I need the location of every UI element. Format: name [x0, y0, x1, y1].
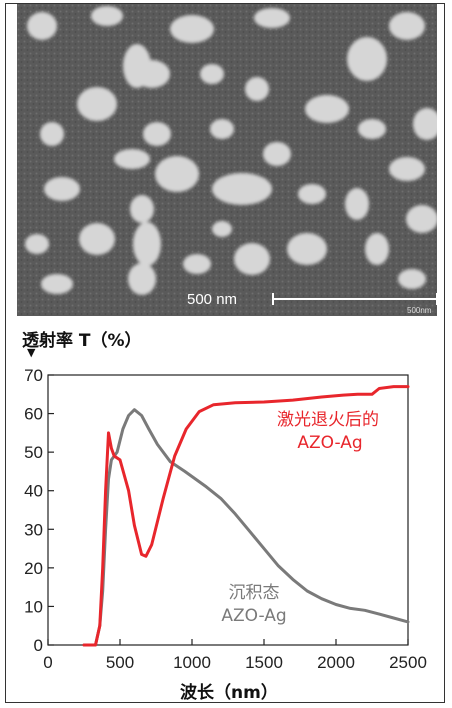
- scale-bar-label: 500 nm: [187, 291, 238, 308]
- series-label-annealed-line1: 激光退火后的: [277, 410, 379, 430]
- series-label-annealed-line2: AZO-Ag: [297, 433, 362, 453]
- series-line-as-deposited: [82, 408, 410, 647]
- sem-particles: [17, 4, 437, 316]
- chart-series-labels: 激光退火后的 AZO-Ag 沉积态 AZO-Ag: [221, 410, 379, 626]
- x-tick-label: 1000: [173, 653, 211, 672]
- y-axis-arrow-icon: ▼: [27, 346, 36, 359]
- x-tick-label: 0: [43, 653, 52, 672]
- y-tick-label: 60: [24, 405, 43, 424]
- chart-axes: 0 10 20 30 40 50 60 70 0 500 1000 1500 2000 2500: [24, 366, 427, 672]
- x-tick-label: 1500: [245, 653, 283, 672]
- chart-series: [82, 385, 410, 647]
- x-axis-title: 波长（nm）: [180, 683, 278, 703]
- y-tick-label: 50: [24, 443, 43, 462]
- sem-micrograph: 500 nm 500nm: [17, 4, 437, 316]
- instrument-mark: 500nm: [407, 306, 432, 315]
- plot-frame: [47, 374, 409, 646]
- y-tick-label: 70: [24, 366, 43, 385]
- x-tick-label: 2000: [317, 653, 355, 672]
- series-label-as-deposited-line2: AZO-Ag: [221, 606, 286, 626]
- x-tick-label: 500: [106, 653, 134, 672]
- y-tick-label: 20: [24, 559, 43, 578]
- x-tick-label: 2500: [389, 653, 427, 672]
- series-line-annealed: [82, 385, 410, 647]
- series-label-as-deposited-line1: 沉积态: [229, 583, 280, 603]
- y-tick-label: 30: [24, 520, 43, 539]
- y-tick-label: 40: [24, 482, 43, 501]
- scale-bar: [272, 293, 437, 305]
- y-axis-title: 透射率 T（%）: [22, 331, 142, 351]
- y-tick-label: 10: [24, 597, 43, 616]
- y-tick-label: 0: [34, 636, 43, 655]
